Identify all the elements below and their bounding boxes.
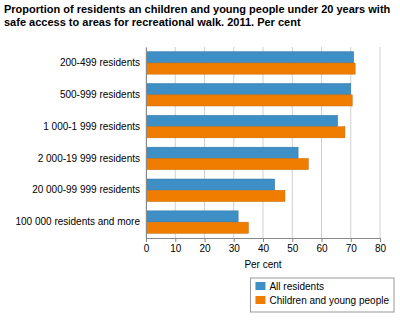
x-tick-mark bbox=[351, 238, 352, 242]
x-axis-line bbox=[147, 239, 381, 243]
x-axis-title: Per cent bbox=[244, 259, 281, 270]
x-tick-mark bbox=[263, 238, 264, 242]
bar bbox=[146, 211, 238, 222]
y-tick: 200-499 residents bbox=[60, 57, 146, 68]
x-tick: 20 bbox=[199, 238, 211, 254]
y-tick-label: 500-999 residents bbox=[60, 89, 140, 100]
bar bbox=[146, 190, 285, 201]
x-tick-label: 10 bbox=[170, 243, 182, 254]
y-tick: 100 000 residents and more bbox=[15, 216, 146, 227]
grid-line bbox=[321, 47, 322, 238]
bar bbox=[146, 159, 308, 170]
y-tick: 500-999 residents bbox=[60, 89, 146, 100]
bar bbox=[146, 222, 248, 233]
legend: All residents Children and young people bbox=[250, 278, 394, 312]
x-tick-label: 60 bbox=[316, 243, 328, 254]
title-line: safe access to areas for recreational wa… bbox=[4, 16, 301, 28]
x-tick: 10 bbox=[170, 238, 182, 254]
grid bbox=[146, 47, 380, 238]
x-tick-mark bbox=[322, 238, 323, 242]
x-tick-label: 20 bbox=[199, 243, 211, 254]
grid-line bbox=[350, 47, 351, 238]
y-tick-label: 2 000-19 999 residents bbox=[38, 153, 140, 164]
legend-label: All residents bbox=[269, 281, 323, 292]
x-tick: 80 bbox=[375, 238, 387, 254]
x-tick-mark bbox=[146, 238, 147, 242]
bar bbox=[146, 115, 338, 126]
grid-line bbox=[263, 47, 264, 238]
chart: Proportion of residents an children and … bbox=[0, 0, 400, 320]
y-tick-label: 200-499 residents bbox=[60, 57, 140, 68]
x-tick-label: 70 bbox=[346, 243, 358, 254]
y-tick-label: 20 000-99 999 residents bbox=[32, 184, 140, 195]
x-tick-label: 30 bbox=[229, 243, 241, 254]
legend-swatch bbox=[255, 296, 265, 304]
x-tick-mark bbox=[205, 238, 206, 242]
x-tick: 0 bbox=[144, 238, 150, 254]
x-tick-mark bbox=[175, 238, 176, 242]
grid-line bbox=[380, 47, 381, 238]
legend-item: Children and young people bbox=[255, 295, 389, 306]
plot: 0 10 20 30 40 50 60 70 80 200-499 residents 500-99… bbox=[15, 47, 386, 270]
grid-line bbox=[146, 47, 147, 238]
legend-box bbox=[250, 278, 394, 312]
x-tick: 30 bbox=[229, 238, 241, 254]
bar bbox=[146, 52, 354, 63]
x-tick-mark bbox=[292, 238, 293, 242]
grid-line bbox=[204, 47, 205, 238]
legend-label: Children and young people bbox=[269, 295, 389, 306]
x-tick: 70 bbox=[346, 238, 358, 254]
x-tick-label: 0 bbox=[144, 243, 150, 254]
x-tick-label: 80 bbox=[375, 243, 387, 254]
x-tick: 60 bbox=[316, 238, 328, 254]
x-tick-label: 40 bbox=[258, 243, 270, 254]
x-axis: 0 10 20 30 40 50 60 70 80 bbox=[144, 238, 387, 254]
bars bbox=[146, 52, 355, 234]
y-axis-line bbox=[146, 48, 147, 239]
x-tick-mark bbox=[380, 238, 381, 242]
bar bbox=[146, 179, 275, 190]
bar bbox=[146, 147, 298, 158]
x-tick-label: 50 bbox=[287, 243, 299, 254]
y-axis: 200-499 residents 500-999 residents 1 000-… bbox=[15, 48, 146, 239]
y-tick: 20 000-99 999 residents bbox=[32, 184, 146, 195]
x-tick: 50 bbox=[287, 238, 299, 254]
grid-line bbox=[175, 47, 176, 238]
y-tick: 2 000-19 999 residents bbox=[38, 153, 146, 164]
x-tick-mark bbox=[234, 238, 235, 242]
title: Proportion of residents an children and … bbox=[4, 3, 391, 28]
y-tick-label: 100 000 residents and more bbox=[15, 216, 140, 227]
y-tick-label: 1 000-1 999 residents bbox=[43, 121, 140, 132]
bar bbox=[146, 84, 351, 95]
bar bbox=[146, 95, 352, 106]
grid-line bbox=[292, 47, 293, 238]
x-tick: 40 bbox=[258, 238, 270, 254]
title-line: Proportion of residents an children and … bbox=[4, 3, 391, 15]
legend-swatch bbox=[255, 282, 265, 290]
bar bbox=[146, 63, 355, 74]
y-tick: 1 000-1 999 residents bbox=[43, 121, 146, 132]
legend-item: All residents bbox=[255, 281, 323, 292]
grid-line bbox=[233, 47, 234, 238]
bar bbox=[146, 127, 345, 138]
